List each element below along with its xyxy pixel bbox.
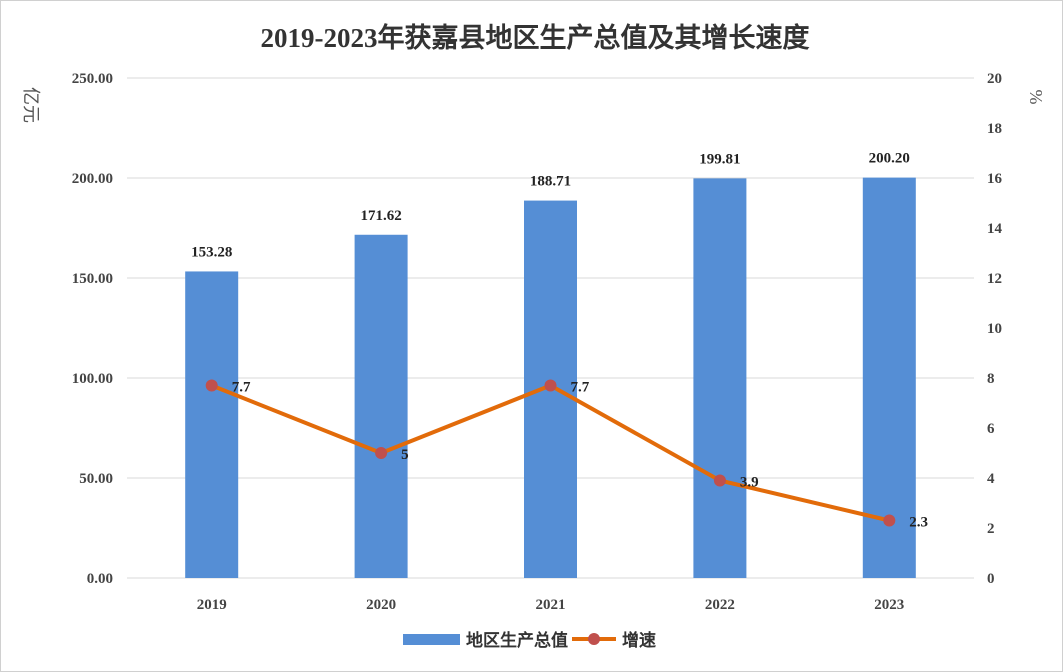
line-data-label: 2.3 — [909, 515, 928, 531]
line-data-label: 7.7 — [232, 380, 251, 396]
bar — [185, 271, 239, 578]
x-axis-tick-label: 2019 — [197, 597, 227, 613]
chart-title: 2019-2023年获嘉县地区生产总值及其增长速度 — [261, 22, 810, 53]
bar — [862, 177, 916, 578]
left-axis-tick-label: 0.00 — [87, 571, 113, 587]
x-axis-ticks: 2019 2020 2021 2022 2023 — [197, 597, 905, 613]
left-axis-tick-label: 50.00 — [79, 471, 113, 487]
right-axis-tick-label: 12 — [987, 271, 1002, 287]
legend-line-marker — [588, 633, 600, 645]
line-data-label: 3.9 — [740, 475, 759, 491]
line-point-marker — [713, 474, 726, 487]
x-axis-tick-label: 2023 — [874, 597, 904, 613]
x-axis-tick-label: 2021 — [536, 597, 566, 613]
right-axis-ticks: 0 2 4 6 8 10 12 14 16 18 20 — [987, 71, 1003, 587]
right-axis-tick-label: 8 — [987, 371, 995, 387]
legend-line-label: 增速 — [622, 630, 656, 650]
line-series: 7.7 5 7.7 3.9 2.3 — [205, 379, 928, 531]
right-axis-tick-label: 14 — [987, 221, 1003, 237]
left-axis-tick-label: 150.00 — [72, 271, 113, 287]
right-axis-tick-label: 18 — [987, 121, 1002, 137]
bar-data-label: 188.71 — [530, 174, 571, 190]
line-point-marker — [544, 379, 557, 392]
left-axis-tick-label: 250.00 — [72, 71, 113, 87]
left-axis-ticks: 0.00 50.00 100.00 150.00 200.00 250.00 — [72, 71, 113, 587]
bar — [354, 234, 408, 578]
legend-bar-label: 地区生产总值 — [466, 630, 568, 650]
bar-data-label: 171.62 — [360, 208, 401, 224]
legend-bar-swatch — [403, 634, 460, 645]
line-point-marker — [883, 514, 896, 527]
line-data-label: 5 — [401, 447, 409, 463]
line-point-marker — [375, 447, 388, 459]
left-axis-tick-label: 100.00 — [72, 371, 113, 387]
left-axis-tick-label: 200.00 — [72, 171, 113, 187]
bar — [693, 178, 747, 578]
bar-data-labels: 153.28 171.62 188.71 199.81 200.20 — [191, 151, 910, 261]
right-axis-tick-label: 16 — [987, 171, 1003, 187]
left-axis-unit-label: 亿元 — [21, 87, 41, 123]
right-axis-unit-label: % — [1026, 90, 1046, 105]
right-axis-tick-label: 20 — [987, 71, 1002, 87]
bar-data-label: 199.81 — [699, 151, 740, 167]
x-axis-tick-label: 2020 — [366, 597, 396, 613]
right-axis-tick-label: 6 — [987, 421, 995, 437]
bar-data-label: 200.20 — [869, 151, 910, 167]
right-axis-tick-label: 4 — [987, 471, 995, 487]
right-axis-tick-label: 10 — [987, 321, 1002, 337]
bar-data-label: 153.28 — [191, 244, 232, 260]
legend: 地区生产总值 增速 — [403, 630, 656, 650]
line-data-label: 7.7 — [571, 380, 590, 396]
right-axis-tick-label: 2 — [987, 521, 995, 537]
x-axis-tick-label: 2022 — [705, 597, 735, 613]
right-axis-tick-label: 0 — [987, 571, 995, 587]
line-point-marker — [205, 379, 218, 392]
